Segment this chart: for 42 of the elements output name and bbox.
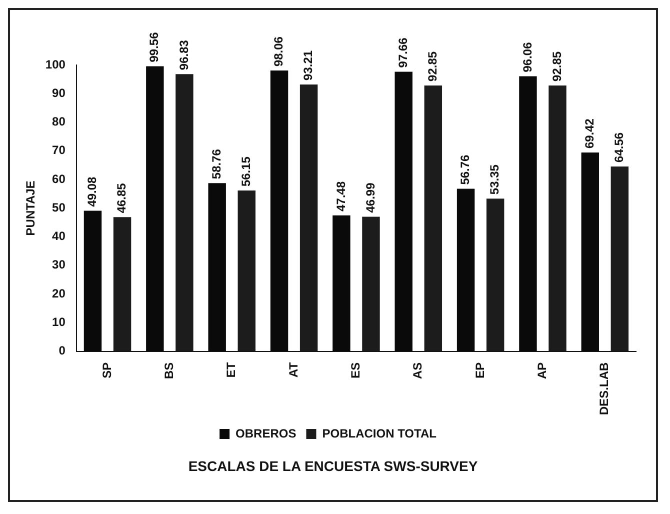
y-tick-label: 0 — [58, 344, 66, 358]
data-label: 46.85 — [114, 182, 129, 214]
data-label: 58.76 — [209, 148, 224, 180]
x-tick-label: ES — [348, 362, 363, 378]
data-label: 92.85 — [425, 51, 440, 82]
data-label: 93.21 — [301, 50, 316, 80]
y-tick-label: 30 — [52, 258, 66, 272]
y-tick-label: 20 — [52, 286, 66, 300]
y-tick-label: 10 — [52, 315, 66, 330]
data-label: 47.48 — [334, 181, 348, 212]
x-tick-label: DES.LAB — [597, 362, 612, 415]
y-tick-label: 70 — [52, 143, 66, 158]
y-tick-label: 90 — [52, 86, 66, 100]
data-label: 92.85 — [550, 51, 564, 82]
data-label: 56.15 — [238, 156, 253, 187]
data-label: 56.76 — [458, 154, 472, 185]
y-axis-title: PUNTAJE — [24, 180, 38, 236]
data-label: 96.83 — [176, 40, 191, 70]
y-tick-label: 60 — [52, 172, 66, 186]
y-tick-label: 40 — [52, 229, 66, 244]
data-label: 64.56 — [612, 132, 626, 162]
x-tick-label: AP — [535, 362, 550, 379]
data-label: 46.99 — [363, 182, 378, 213]
x-axis-title: ESCALAS DE LA ENCUESTA SWS-SURVEY — [187, 458, 479, 474]
y-tick-label: 80 — [52, 114, 66, 129]
data-label: 97.66 — [396, 37, 410, 68]
x-tick-label: EP — [472, 362, 487, 378]
y-tick-label: 50 — [52, 200, 66, 214]
data-label: 49.08 — [85, 176, 100, 207]
x-tick-label: AS — [410, 362, 425, 379]
x-tick-label: BS — [162, 362, 176, 379]
legend-label: OBREROS — [236, 426, 296, 440]
x-tick-label: ET — [224, 362, 238, 378]
x-tick-label: SP — [100, 362, 114, 378]
legend-label: POBLACION TOTAL — [322, 426, 436, 440]
y-tick-label: 100 — [45, 57, 66, 72]
x-tick-label: AT — [286, 362, 300, 378]
data-label: 99.56 — [147, 32, 162, 62]
data-label: 53.35 — [488, 164, 502, 195]
data-label: 98.06 — [272, 36, 286, 67]
data-label: 69.42 — [582, 118, 596, 149]
data-label: 96.06 — [520, 42, 534, 72]
